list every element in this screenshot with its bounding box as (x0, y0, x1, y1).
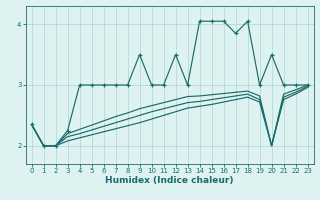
X-axis label: Humidex (Indice chaleur): Humidex (Indice chaleur) (105, 176, 234, 185)
